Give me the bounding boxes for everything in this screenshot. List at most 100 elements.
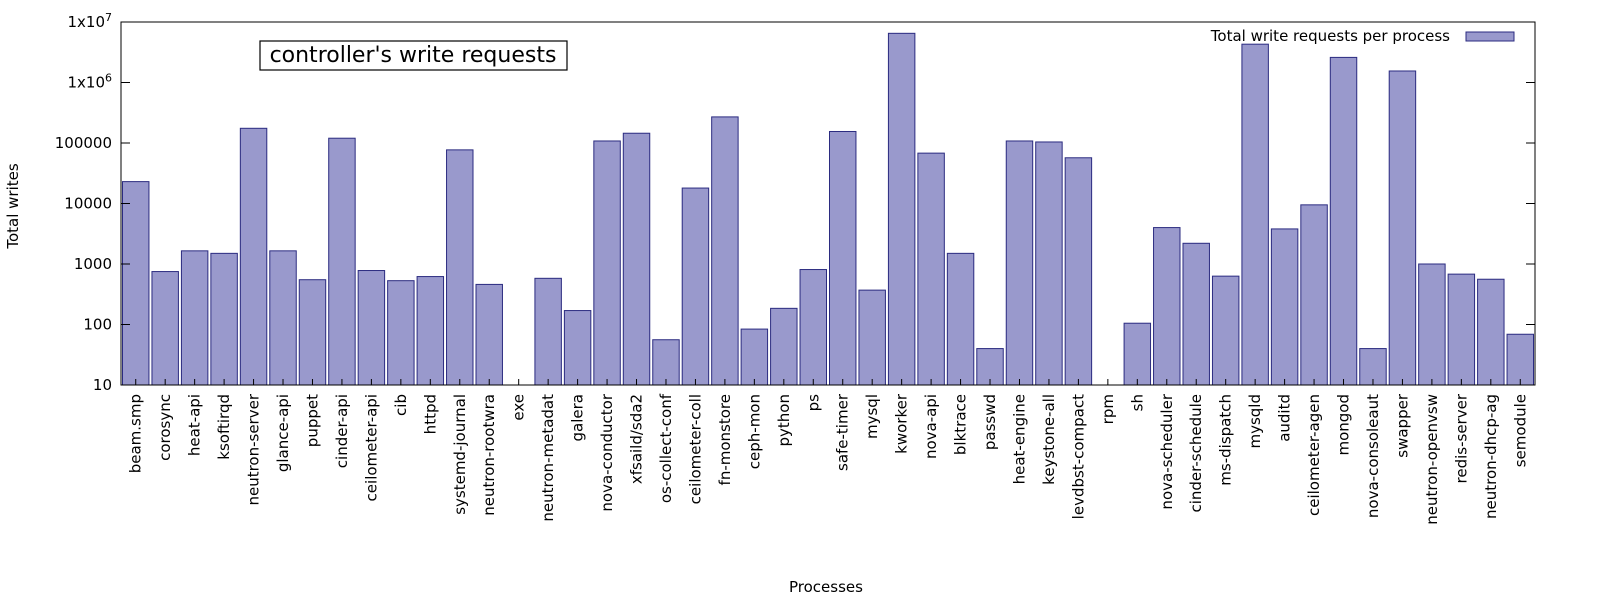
x-tick-label: cinder-api: [333, 394, 351, 468]
x-tick-label: neutron-openvsw: [1423, 394, 1441, 525]
legend-label: Total write requests per process: [1210, 27, 1450, 45]
bar: [1241, 43, 1269, 386]
x-tick-label: sh: [1128, 394, 1146, 411]
x-tick-label: rpm: [1099, 394, 1117, 424]
bar: [1447, 273, 1476, 386]
chart-title-box: [259, 40, 568, 71]
x-tick-label: ceilometer-api: [362, 394, 380, 501]
bar: [1035, 141, 1063, 386]
x-tick-label: blktrace: [952, 394, 970, 455]
bar: [328, 137, 356, 386]
x-tick-label: systemd-journal: [451, 394, 469, 515]
bar: [122, 181, 150, 386]
x-tick-label: beam.smp: [127, 394, 145, 473]
x-tick-label: neutron-server: [245, 393, 263, 505]
bar: [917, 152, 945, 386]
legend-swatch: [1465, 31, 1515, 42]
x-tick-label: safe-timer: [834, 393, 852, 471]
bar: [1506, 333, 1534, 386]
bar: [1153, 227, 1181, 386]
bar: [1182, 242, 1210, 386]
bar: [770, 307, 798, 386]
bar: [357, 270, 386, 386]
x-tick-label: swapper: [1393, 393, 1411, 458]
y-tick-label: 1000: [74, 255, 112, 273]
bar: [239, 127, 268, 386]
y-tick-label: 10000: [64, 195, 112, 213]
x-tick-label: semodule: [1511, 394, 1529, 467]
bar: [711, 116, 739, 386]
y-tick-label: 100: [83, 316, 112, 334]
x-tick-label: neutron-metadat: [539, 394, 557, 522]
bar: [298, 279, 327, 386]
bar: [976, 348, 1004, 386]
bar: [269, 250, 297, 386]
x-tick-label: python: [775, 394, 793, 446]
bar: [887, 32, 916, 386]
bar: [387, 280, 415, 386]
bar: [1123, 322, 1152, 386]
x-tick-label: nova-scheduler: [1158, 393, 1176, 509]
bar: [446, 149, 474, 386]
bar: [652, 339, 680, 386]
bar: [740, 328, 769, 386]
bar: [416, 276, 445, 386]
x-tick-label: nova-conductor: [598, 393, 616, 511]
bar: [1329, 56, 1358, 386]
x-tick-label: httpd: [421, 394, 439, 434]
x-tick-label: heat-engine: [1010, 394, 1028, 484]
x-tick-label: auditd: [1276, 394, 1294, 442]
bar: [1300, 204, 1328, 386]
x-tick-label: exe: [510, 394, 528, 421]
bar: [681, 187, 710, 386]
x-tick-label: kworker: [893, 393, 911, 454]
x-tick-label: ceilometer-agen: [1305, 394, 1323, 516]
x-tick-label: keystone-all: [1040, 394, 1058, 485]
bar: [1270, 228, 1299, 386]
x-axis: beam.smp corosync heat-api ksoftirqd neutron…: [127, 379, 1529, 525]
x-tick-label: ceilometer-coll: [686, 394, 704, 504]
x-tick-label: mysqld: [1246, 394, 1264, 449]
x-tick-label: neutron-rootwra: [480, 394, 498, 516]
bar: [1418, 263, 1446, 386]
bar: [534, 277, 562, 386]
x-tick-label: redis-server: [1452, 393, 1470, 483]
bar: [593, 140, 621, 386]
x-tick-label: mysql: [863, 394, 881, 439]
x-tick-label: galera: [569, 394, 587, 441]
bar: [1388, 70, 1417, 386]
y-tick-label: 100000: [55, 134, 112, 152]
x-tick-label: passwd: [981, 394, 999, 450]
x-tick-label: heat-api: [186, 394, 204, 456]
bar: [1064, 157, 1093, 386]
bar: [151, 271, 179, 386]
x-tick-label: cib: [392, 394, 410, 416]
bar: [1359, 348, 1387, 386]
bar: [799, 269, 828, 386]
y-axis: 10 100 1000 10000 100000 1x106 1x107: [55, 11, 1535, 394]
x-tick-label: nova-api: [922, 394, 940, 459]
legend: Total write requests per process: [1210, 27, 1515, 45]
x-tick-label: xfsaild/sda2: [628, 394, 646, 484]
x-tick-label: os-collect-conf: [657, 393, 675, 503]
bar: [622, 132, 651, 386]
x-tick-label: glance-api: [274, 394, 292, 472]
y-tick-label: 10: [93, 376, 112, 394]
x-tick-label: ceph-mon: [745, 394, 763, 469]
x-tick-label: ksoftirqd: [215, 394, 233, 460]
bar: [858, 289, 886, 386]
bar: [1005, 140, 1034, 386]
x-tick-label: neutron-dhcp-ag: [1482, 394, 1500, 519]
x-tick-label: puppet: [303, 394, 321, 447]
x-tick-label: ps: [804, 394, 822, 412]
bar: [1211, 275, 1240, 386]
bar: [946, 252, 975, 386]
bar: [1477, 278, 1505, 386]
y-axis-title: Total writes: [4, 163, 22, 250]
x-tick-label: mongod: [1335, 394, 1353, 456]
bar: [180, 250, 209, 386]
x-tick-label: corosync: [156, 394, 174, 461]
x-tick-label: cinder-schedule: [1187, 394, 1205, 513]
bars-group: [122, 32, 1534, 386]
